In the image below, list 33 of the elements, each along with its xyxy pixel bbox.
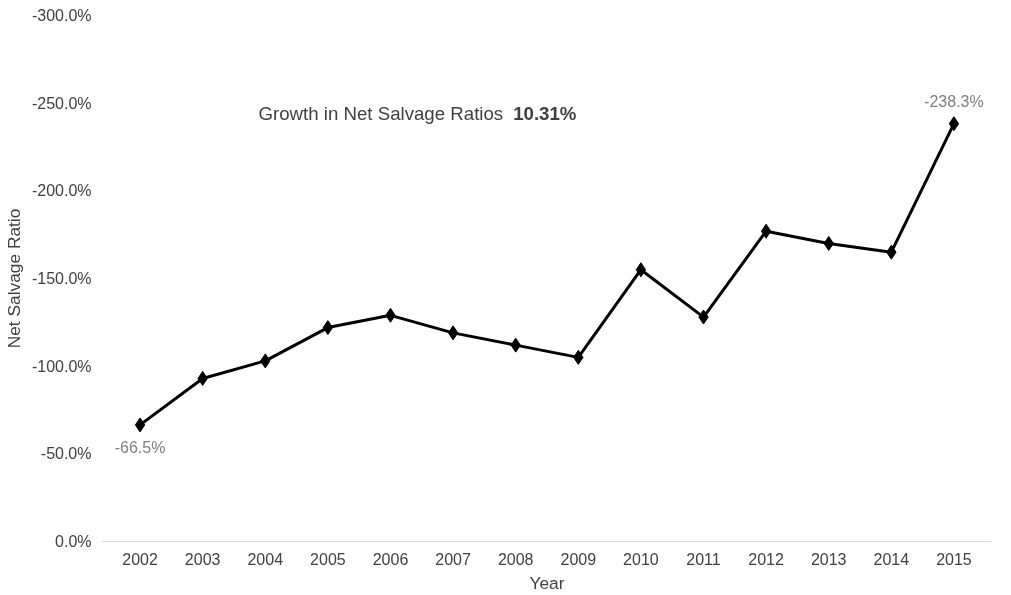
x-tick-label: 2008 xyxy=(497,550,534,568)
x-tick-label: 2003 xyxy=(184,550,221,568)
point xyxy=(134,417,146,433)
point xyxy=(760,223,772,239)
x-tick-label: 2002 xyxy=(122,550,158,568)
x-tick-label: 2010 xyxy=(623,550,659,568)
x-tick-label: 2006 xyxy=(372,550,409,568)
y-tick-label: -300.0% xyxy=(31,7,92,24)
y-tick-label: 0.0% xyxy=(55,533,92,550)
x-tick-label: 2004 xyxy=(247,550,284,568)
annotation: Growth in Net Salvage Ratios xyxy=(258,103,504,125)
x-tick-label: 2013 xyxy=(810,550,847,568)
point xyxy=(635,262,647,278)
x-tick-label: 2007 xyxy=(435,550,471,568)
y-tick-label: -150.0% xyxy=(31,270,92,287)
point xyxy=(948,116,960,132)
x-axis-title: Year xyxy=(529,572,565,593)
data-label: -66.5% xyxy=(114,438,166,456)
y-tick-label: -100.0% xyxy=(31,357,92,375)
x-tick-label: 2005 xyxy=(310,550,346,568)
annotation: 10.31% xyxy=(513,103,577,125)
y-tick-label: -200.0% xyxy=(31,182,92,200)
x-tick-label: 2014 xyxy=(873,550,910,568)
x-tick-label: 2011 xyxy=(686,550,721,568)
x-tick-label: 2015 xyxy=(936,550,972,568)
y-axis-title: Net Salvage Ratio xyxy=(3,208,24,349)
data-label: -238.3% xyxy=(924,92,984,110)
x-tick-label: 2009 xyxy=(560,550,597,568)
point xyxy=(447,325,459,341)
x-tick-label: 2012 xyxy=(748,550,785,568)
point xyxy=(322,320,334,336)
y-tick-label: -250.0% xyxy=(31,94,92,112)
y-tick-label: -50.0% xyxy=(40,445,92,463)
